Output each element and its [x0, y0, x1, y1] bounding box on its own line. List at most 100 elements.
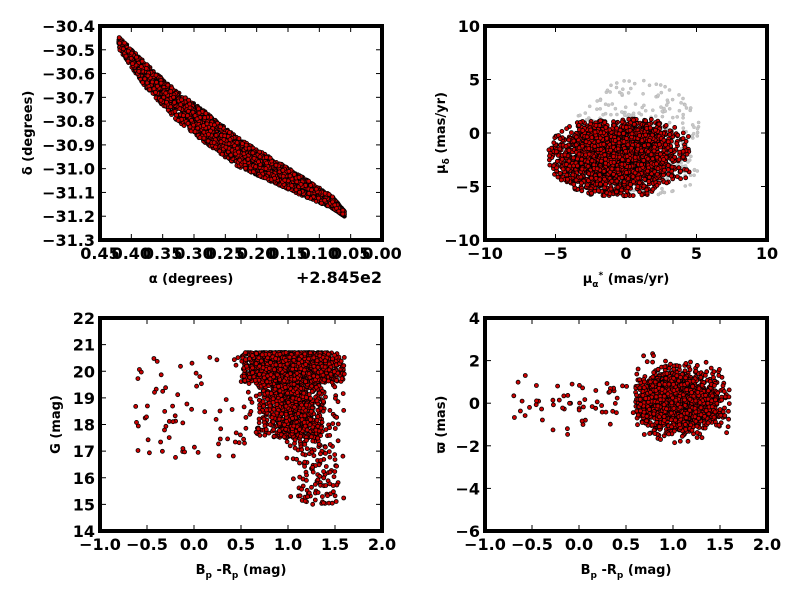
pm-field-point	[678, 109, 681, 112]
pm-member-point	[655, 183, 659, 187]
sky-member-point	[212, 141, 216, 145]
sky-member-point	[123, 41, 127, 45]
sky-member-point	[214, 133, 218, 137]
pm-field-point	[611, 102, 614, 105]
sky-member-point	[196, 126, 200, 130]
pm-field-point	[604, 103, 607, 106]
pm-field-point	[595, 108, 598, 111]
pm-field-point	[654, 115, 657, 118]
sky-member-point	[341, 212, 345, 216]
sky-member-point	[175, 113, 179, 117]
pm-field-point	[655, 83, 658, 86]
sky-member-point	[219, 140, 223, 144]
sky-member-point	[159, 81, 163, 85]
pm-field-point	[599, 99, 602, 102]
pm-field-point	[683, 103, 686, 106]
sky-member-point	[251, 151, 255, 155]
pm-member-point	[567, 149, 571, 153]
sky-member-point	[154, 90, 158, 94]
sky-y-tick-label: −30.4	[42, 17, 95, 36]
sky-member-point	[126, 49, 130, 53]
pm-field-point	[666, 101, 669, 104]
sky-member-point	[148, 88, 152, 92]
sky-member-point	[288, 174, 292, 178]
sky-member-point	[283, 178, 287, 182]
pm-field-point	[615, 113, 618, 116]
pm-member-point	[643, 177, 647, 181]
pm-member-point	[631, 194, 635, 198]
sky-member-point	[220, 152, 224, 156]
sky-member-point	[185, 114, 189, 118]
sky-member-point	[169, 105, 173, 109]
sky-member-point	[121, 47, 125, 51]
pm-field-point	[684, 184, 687, 187]
sky-member-point	[145, 81, 149, 85]
sky-member-point	[235, 146, 239, 150]
pm-field-point	[659, 83, 662, 86]
pm-field-point	[696, 169, 699, 172]
sky-member-point	[246, 157, 250, 161]
pm-member-point	[548, 163, 552, 167]
pm-field-point	[642, 79, 645, 82]
sky-member-point	[172, 101, 176, 105]
pm-field-point	[651, 109, 654, 112]
sky-member-point	[155, 80, 159, 84]
sky-member-point	[331, 195, 335, 199]
pm-member-point	[679, 169, 683, 173]
sky-member-point	[141, 81, 145, 85]
pm-member-point	[649, 117, 653, 121]
pm-field-point	[681, 97, 684, 100]
sky-y-tick-label: −30.7	[42, 88, 95, 107]
pm-field-point	[638, 112, 641, 115]
pm-member-point	[598, 119, 602, 123]
sky-member-point	[298, 190, 302, 194]
pm-field-point	[682, 127, 685, 130]
sky-member-point	[140, 59, 144, 63]
pm-member-point	[647, 175, 651, 179]
sky-member-point	[195, 117, 199, 121]
sky-member-point	[154, 73, 158, 77]
sky-member-point	[178, 107, 182, 111]
sky-member-point	[307, 191, 311, 195]
sky-member-point	[258, 155, 262, 159]
pm-field-point	[657, 94, 660, 97]
sky-member-point	[207, 132, 211, 136]
pm-field-point	[670, 190, 673, 193]
sky-member-point	[198, 136, 202, 140]
sky-member-point	[172, 95, 176, 99]
pm-member-point	[686, 135, 690, 139]
sky-member-point	[169, 89, 173, 93]
pm-field-point	[578, 114, 581, 117]
sky-member-point	[205, 122, 209, 126]
sky-member-point	[237, 150, 241, 154]
sky-member-point	[310, 188, 314, 192]
sky-member-point	[144, 66, 148, 70]
sky-member-point	[242, 152, 246, 156]
sky-member-point	[317, 196, 321, 200]
sky-member-point	[268, 156, 272, 160]
sky-member-point	[281, 174, 285, 178]
sky-y-tick-label: −30.5	[42, 41, 95, 60]
pm-field-point	[660, 187, 663, 190]
pm-member-point	[558, 171, 562, 175]
pm-field-point	[642, 92, 645, 95]
sky-member-point	[257, 160, 261, 164]
sky-member-point	[235, 141, 239, 145]
sky-member-point	[197, 107, 201, 111]
pm-field-point	[685, 106, 688, 109]
sky-member-point	[273, 176, 277, 180]
sky-x-axis-label: α (degrees)	[149, 272, 234, 287]
sky-member-point	[150, 80, 154, 84]
sky-member-point	[180, 98, 184, 102]
pm-field-point	[660, 91, 663, 94]
sky-y-tick-label: −31.3	[42, 231, 95, 250]
sky-member-point	[137, 69, 141, 73]
sky-member-point	[203, 116, 207, 120]
sky-member-point	[146, 74, 150, 78]
pm-field-point	[609, 113, 612, 116]
sky-member-point	[188, 102, 192, 106]
pm-field-point	[642, 104, 645, 107]
sky-member-point	[228, 131, 232, 135]
